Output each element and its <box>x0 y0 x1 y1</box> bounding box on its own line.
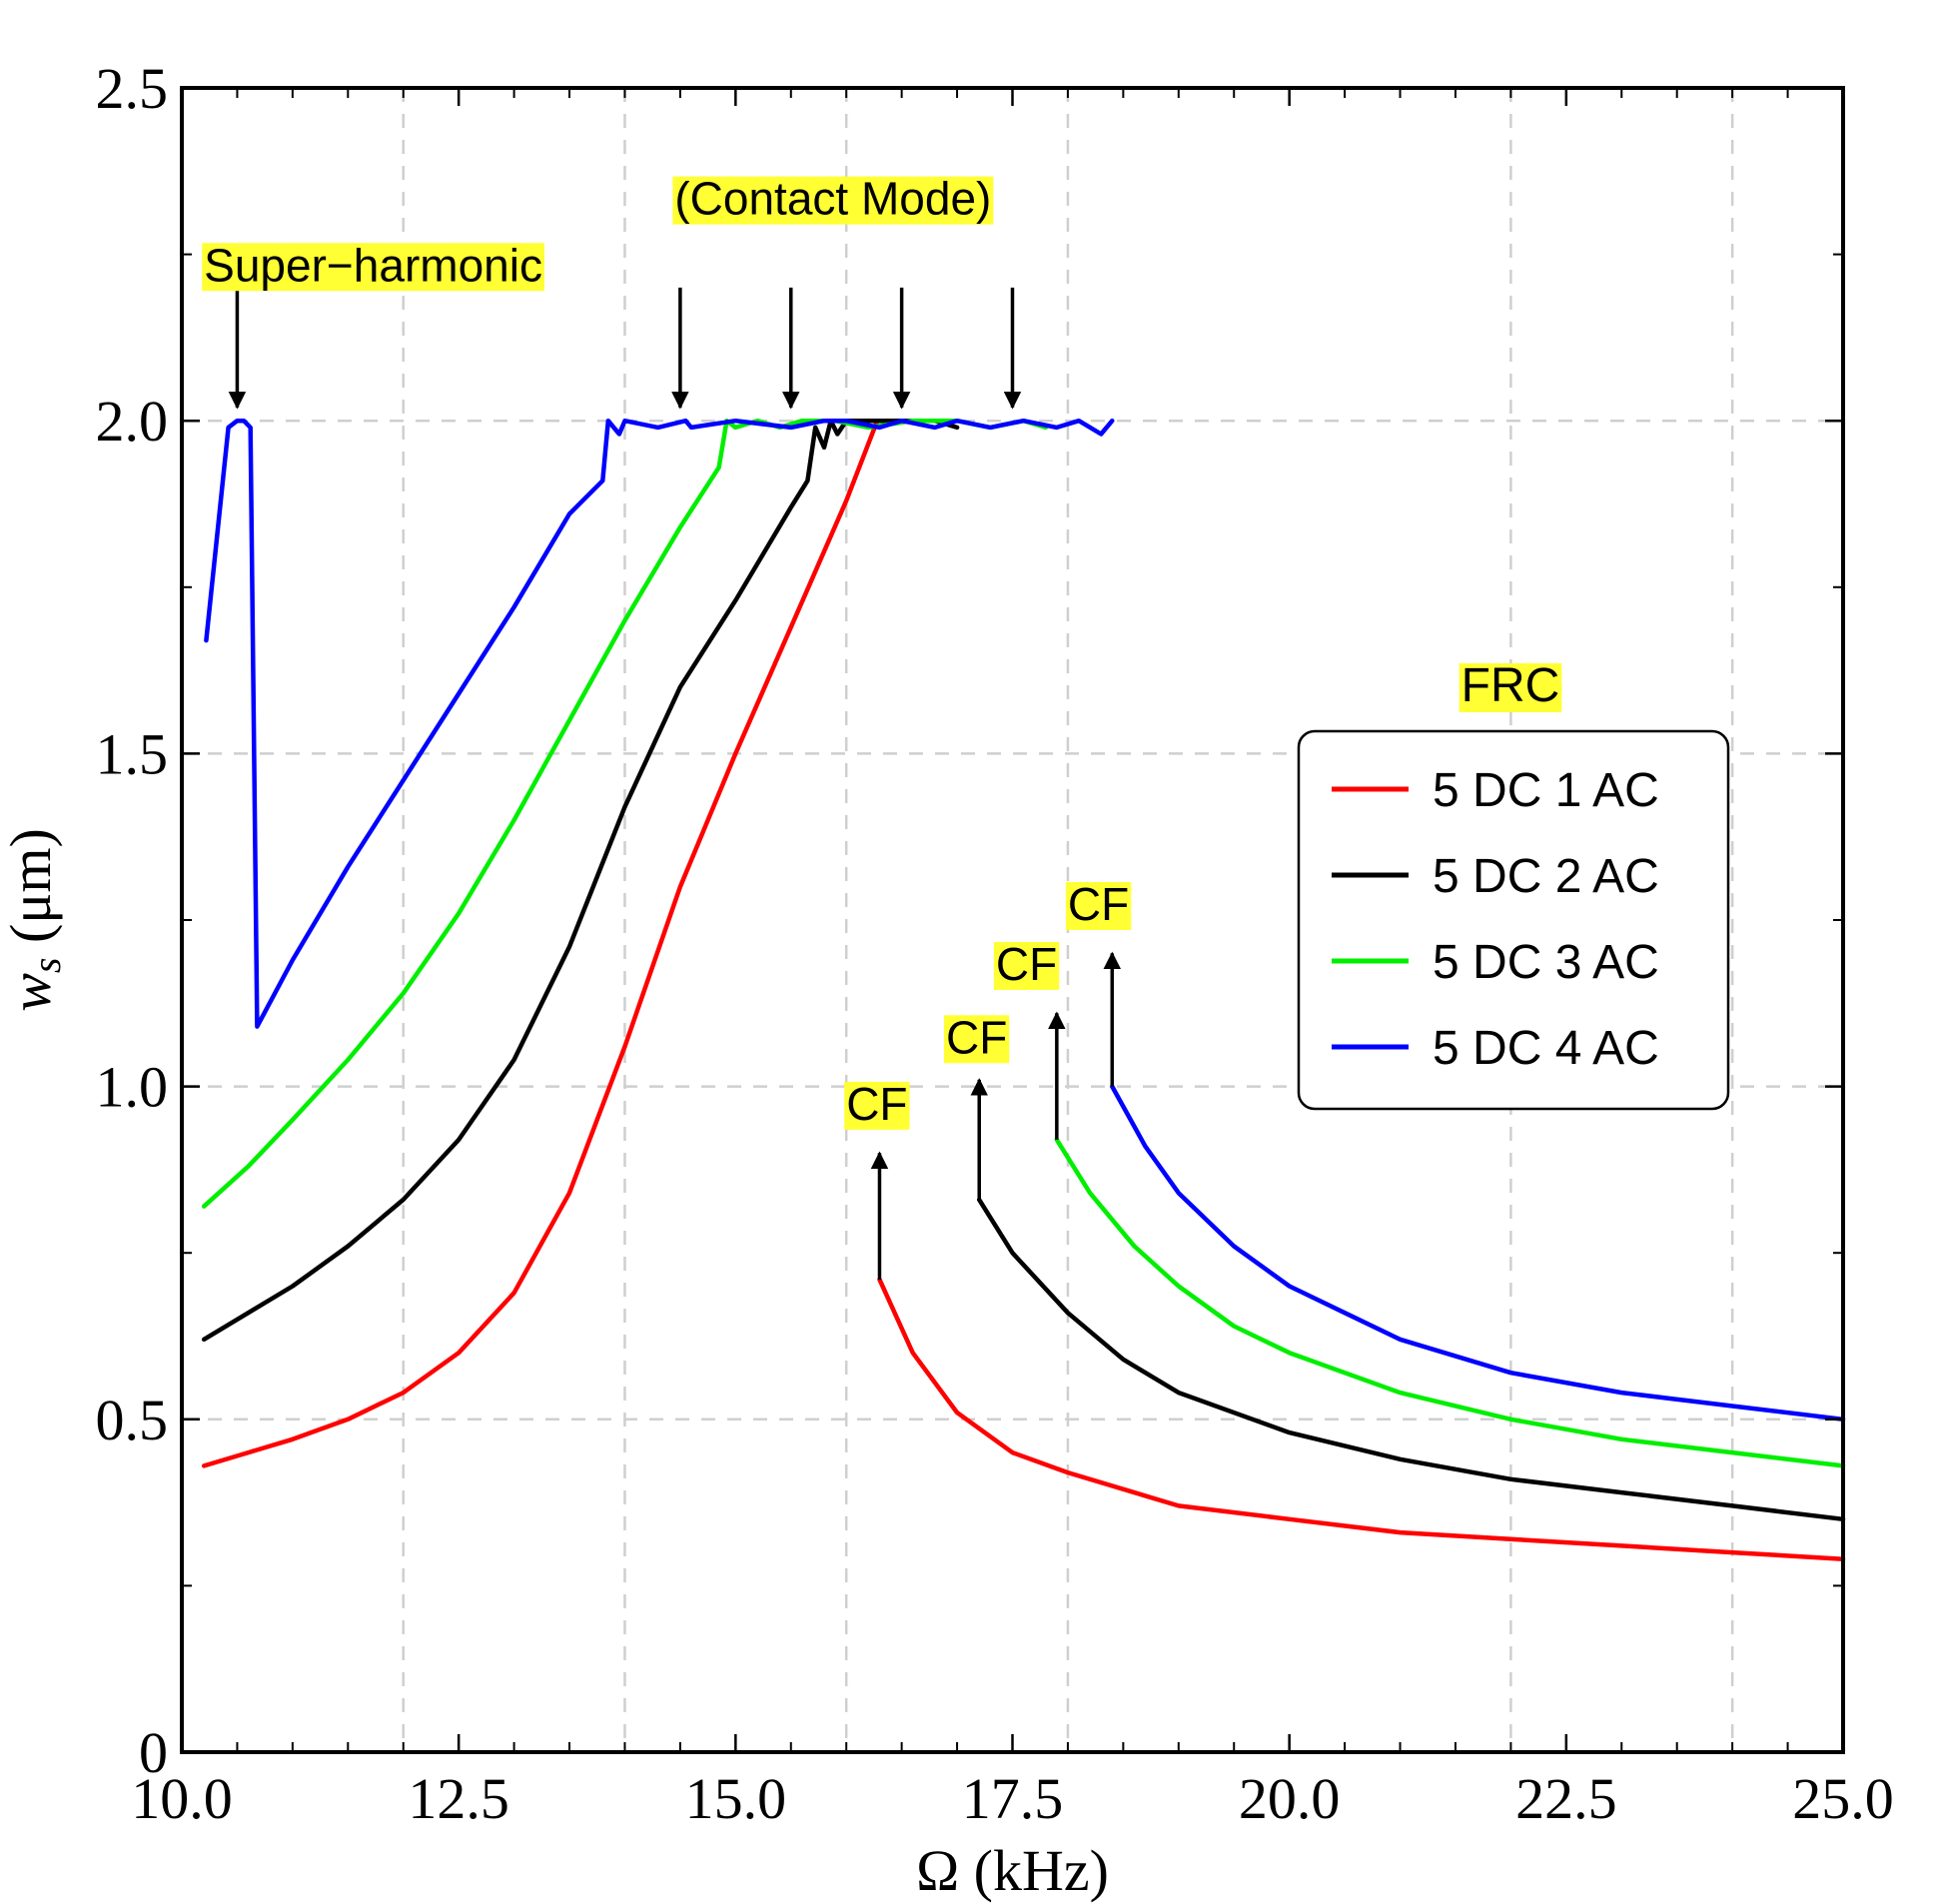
series-line-2-branch-2 <box>976 1197 1846 1522</box>
legend-title: FRC <box>1461 659 1560 712</box>
x-tick-label: 20.0 <box>1239 1766 1341 1831</box>
x-tick-label: 10.0 <box>131 1766 233 1831</box>
x-axis-label: Ω (kHz) <box>916 1838 1109 1903</box>
x-tick-label: 15.0 <box>685 1766 787 1831</box>
axis-ticks <box>180 86 1845 1754</box>
x-tick-label: 22.5 <box>1515 1766 1617 1831</box>
y-tick-label: 1.5 <box>96 721 169 786</box>
series-line-2-branch-1 <box>201 418 960 1343</box>
series-line-4-branch-1 <box>204 418 1115 1029</box>
y-tick-label: 2.0 <box>96 389 169 454</box>
y-axis-label: ws (μm) <box>0 828 69 1012</box>
annotation-highlight <box>1065 882 1132 930</box>
y-tick-label: 0.5 <box>96 1388 169 1452</box>
y-tick-label: 0 <box>139 1720 168 1785</box>
annotation-highlight <box>672 176 994 225</box>
annotation-arrows <box>228 287 1122 1280</box>
annotation-highlight <box>844 1081 910 1130</box>
legend: FRC 5 DC 1 AC 5 DC 2 AC 5 DC 3 AC 5 DC 4 AC <box>1297 659 1730 1111</box>
annotation-label: Super−harmonic <box>202 239 544 292</box>
y-axis-label-unit: (μm) <box>0 828 63 957</box>
annotation-label: (Contact Mode) <box>672 173 994 225</box>
y-axis-label-subscript: s <box>24 958 69 974</box>
annotation-label: CF <box>943 1011 1010 1064</box>
annotation-highlight <box>943 1015 1010 1064</box>
series-lines <box>201 418 1846 1561</box>
legend-entry-3: 5 DC 3 AC <box>1433 936 1659 989</box>
annotation-text: CF <box>1068 878 1129 930</box>
legend-entry-1: 5 DC 1 AC <box>1433 764 1659 817</box>
y-tick-label: 1.0 <box>96 1055 169 1120</box>
annotation-text: Super−harmonic <box>204 239 542 291</box>
series-line-4-branch-2 <box>1110 1084 1846 1423</box>
annotation-highlight <box>993 941 1060 990</box>
series-line-3-branch-2 <box>1054 1137 1846 1468</box>
legend-entry-4: 5 DC 4 AC <box>1433 1022 1659 1075</box>
series-line-1-branch-2 <box>877 1277 1846 1561</box>
annotation-text: CF <box>946 1011 1007 1063</box>
legend-entries: 5 DC 1 AC 5 DC 2 AC 5 DC 3 AC 5 DC 4 AC <box>1332 764 1659 1075</box>
legend-title-highlight <box>1458 663 1562 712</box>
legend-entry-2: 5 DC 2 AC <box>1433 850 1659 903</box>
annotation-label: CF <box>993 938 1060 990</box>
y-axis-label-symbol: w <box>0 973 63 1012</box>
annotation-text: CF <box>846 1078 907 1130</box>
annotation-label: CF <box>844 1078 910 1130</box>
annotation-text: (Contact Mode) <box>674 173 991 225</box>
x-tick-label: 12.5 <box>408 1766 509 1831</box>
tick-labels: 10.0 12.5 15.0 17.5 20.0 22.5 25.0 0 0.5 1.0 1.5 2.… <box>96 56 1894 1831</box>
series-line-1-branch-1 <box>201 418 880 1468</box>
x-tick-label: 25.0 <box>1792 1766 1894 1831</box>
annotation-highlight <box>202 243 544 292</box>
x-tick-label: 17.5 <box>962 1766 1064 1831</box>
annotation-label: CF <box>1065 878 1132 930</box>
annotation-text: CF <box>996 938 1057 990</box>
y-tick-label: 2.5 <box>96 56 169 121</box>
legend-box <box>1297 729 1730 1111</box>
